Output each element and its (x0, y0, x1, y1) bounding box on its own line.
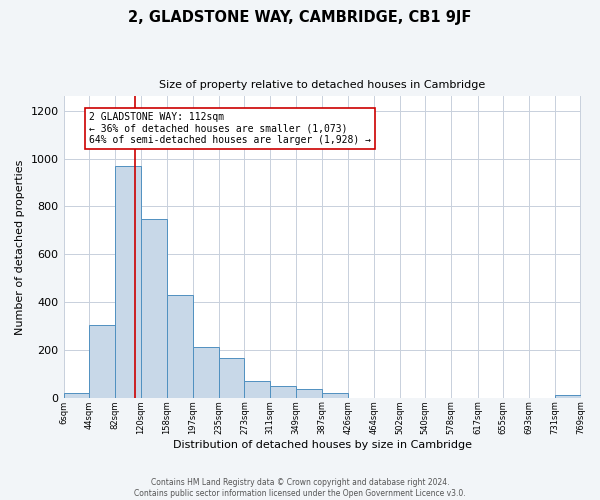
Bar (244, 381, 270, 398)
Bar (89, 324, 115, 398)
Text: 2, GLADSTONE WAY, CAMBRIDGE, CB1 9JF: 2, GLADSTONE WAY, CAMBRIDGE, CB1 9JF (128, 10, 472, 25)
Title: Size of property relative to detached houses in Cambridge: Size of property relative to detached ho… (159, 80, 485, 90)
Bar (322, 394, 348, 398)
Bar (64, 393, 89, 398)
Text: Contains HM Land Registry data © Crown copyright and database right 2024.
Contai: Contains HM Land Registry data © Crown c… (134, 478, 466, 498)
Bar (555, 395, 581, 398)
Bar (193, 348, 218, 398)
Bar (141, 220, 167, 398)
Text: 2 GLADSTONE WAY: 112sqm
← 36% of detached houses are smaller (1,073)
64% of semi: 2 GLADSTONE WAY: 112sqm ← 36% of detache… (89, 112, 371, 145)
Bar (296, 390, 322, 398)
X-axis label: Distribution of detached houses by size in Cambridge: Distribution of detached houses by size … (173, 440, 472, 450)
Bar (218, 358, 244, 398)
Bar (115, 166, 141, 398)
Bar (167, 295, 193, 398)
Bar (270, 386, 296, 398)
Y-axis label: Number of detached properties: Number of detached properties (15, 160, 25, 334)
